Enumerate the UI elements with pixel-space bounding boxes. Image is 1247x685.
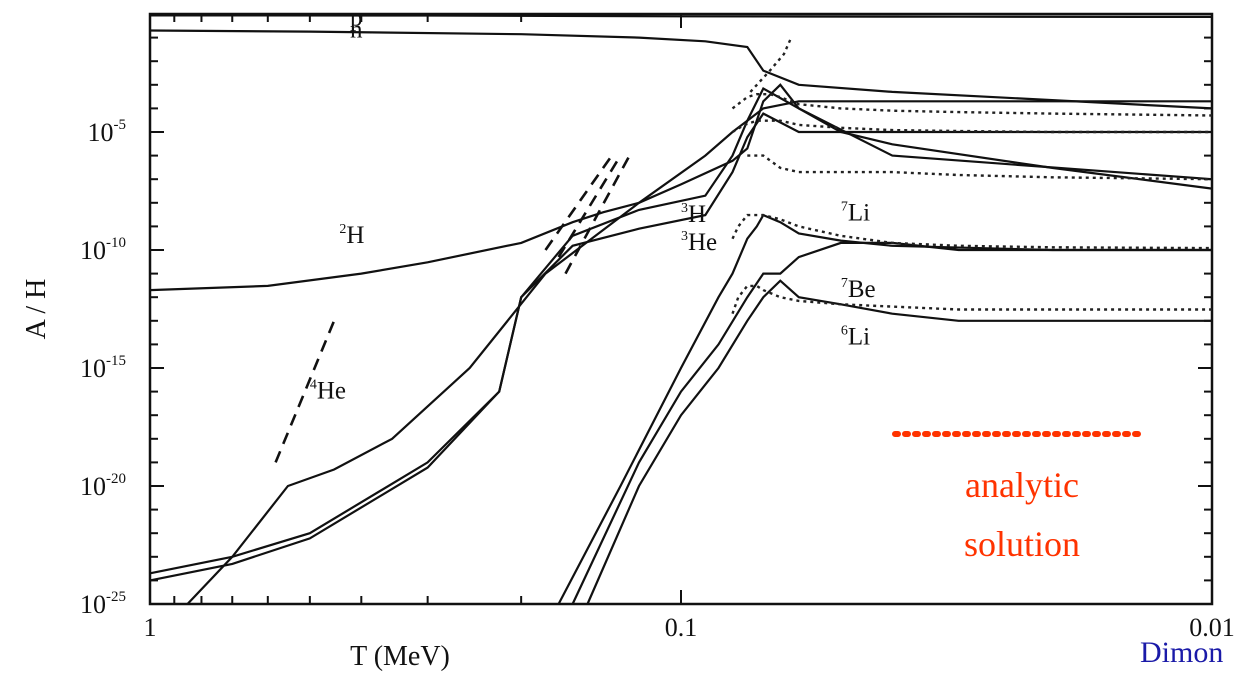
- series-line-6Li: [586, 279, 1212, 605]
- author-credit: Dimon: [1140, 636, 1224, 669]
- series-line-7Li: [557, 213, 1212, 605]
- species-label-3H: 3H: [681, 201, 706, 228]
- series-line-3He: [149, 112, 1212, 582]
- species-label-4He: 4He: [310, 378, 346, 405]
- legend-label-line1: analytic: [965, 465, 1079, 505]
- y-tick-label: 10-10: [80, 235, 126, 265]
- species-label-6Li: 6Li: [841, 323, 870, 350]
- species-label-7Li: 7Li: [841, 199, 870, 226]
- abundance-curves: [149, 14, 1213, 605]
- series-line-2H: [149, 83, 1213, 292]
- x-tick-labels: 1 0.1 0.01: [144, 613, 1235, 642]
- x-axis-label: T (MeV): [350, 641, 450, 672]
- plot-frame: [148, 12, 1214, 606]
- series-line-4He: [186, 100, 1212, 605]
- series-line-7Be: [571, 241, 1212, 605]
- y-tick-label: 10-20: [80, 471, 126, 501]
- series-line-p: [149, 14, 1213, 18]
- species-label-2H: 2H: [339, 222, 364, 249]
- dashed-guide: [544, 154, 613, 251]
- y-tick-label: 10-5: [88, 117, 127, 147]
- species-label-3He: 3He: [681, 229, 717, 256]
- analytic-curve: [731, 284, 1212, 315]
- y-tick-label: 10-15: [80, 353, 126, 383]
- analytic-curve: [731, 93, 1213, 117]
- y-tick-labels: 10-5 10-10 10-15 10-20 10-25: [80, 117, 126, 619]
- dashed-guides: [274, 154, 631, 463]
- y-axis-label: A / H: [21, 279, 52, 340]
- analytic-curve: [747, 154, 1213, 181]
- series-line-3H: [149, 86, 1213, 575]
- species-label-7Be: 7Be: [841, 276, 876, 303]
- x-tick-label: 1: [144, 613, 157, 642]
- dashed-guide: [274, 320, 336, 463]
- series-line-n: [149, 29, 1213, 110]
- species-label-p: p: [350, 4, 363, 31]
- y-tick-label: 10-25: [80, 589, 126, 619]
- x-tick-label: 0.1: [665, 613, 698, 642]
- analytic-curve: [731, 119, 1212, 134]
- analytic-curve: [731, 213, 1213, 250]
- x-tick-label: 0.01: [1189, 613, 1235, 642]
- analytic-curves: [731, 37, 1213, 315]
- legend-label-line2: solution: [964, 524, 1080, 564]
- species-label-n: n: [350, 17, 363, 44]
- analytic-curve: [749, 37, 793, 93]
- dashed-guide: [564, 154, 631, 275]
